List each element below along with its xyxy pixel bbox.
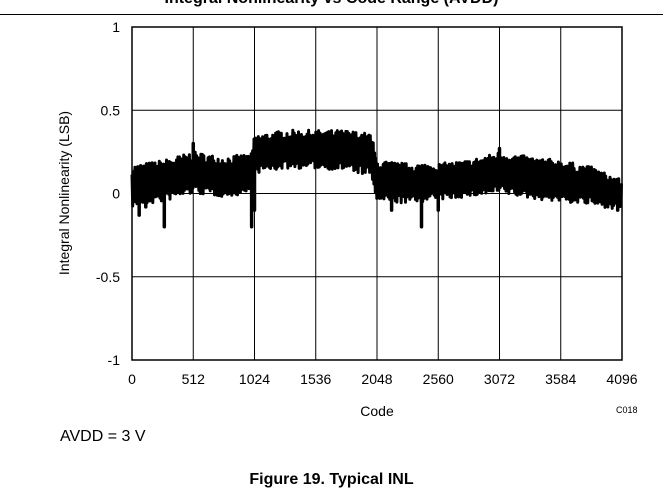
x-tick-label: 3072 (484, 371, 515, 387)
x-tick-label: 1024 (239, 371, 270, 387)
x-axis-label: Code (360, 403, 394, 419)
x-tick-label: 3584 (545, 371, 576, 387)
x-tick-label: 1536 (300, 371, 331, 387)
y-axis-label: Integral Nonlinearity (LSB) (56, 111, 72, 275)
x-tick-label: 4096 (606, 371, 637, 387)
x-tick-labels: 0 512 1024 1536 2048 2560 3072 3584 4096 (128, 371, 638, 387)
y-tick-labels: 1 0.5 0 -0.5 -1 (96, 19, 120, 368)
y-tick-label: 0.5 (101, 102, 121, 118)
x-tick-label: 2048 (361, 371, 392, 387)
chart-id-label: C018 (616, 405, 638, 415)
top-banner-heading: Integral Nonlinearity vs Code Range (AVD… (0, 0, 663, 8)
inl-trace (130, 128, 623, 210)
y-tick-label: -0.5 (96, 269, 120, 285)
inl-chart: 0 512 1024 1536 2048 2560 3072 3584 4096 1 0.5 0 -0… (56, 19, 638, 419)
figure-title: Figure 19. Typical INL (249, 471, 414, 488)
x-tick-label: 2560 (423, 371, 454, 387)
y-tick-label: 0 (112, 186, 120, 202)
y-tick-label: -1 (108, 352, 121, 368)
condition-caption: AVDD = 3 V (60, 428, 146, 445)
top-rule (0, 14, 663, 15)
x-tick-label: 0 (128, 371, 136, 387)
series-inl (130, 128, 623, 229)
y-tick-label: 1 (112, 19, 120, 35)
x-tick-label: 512 (182, 371, 206, 387)
